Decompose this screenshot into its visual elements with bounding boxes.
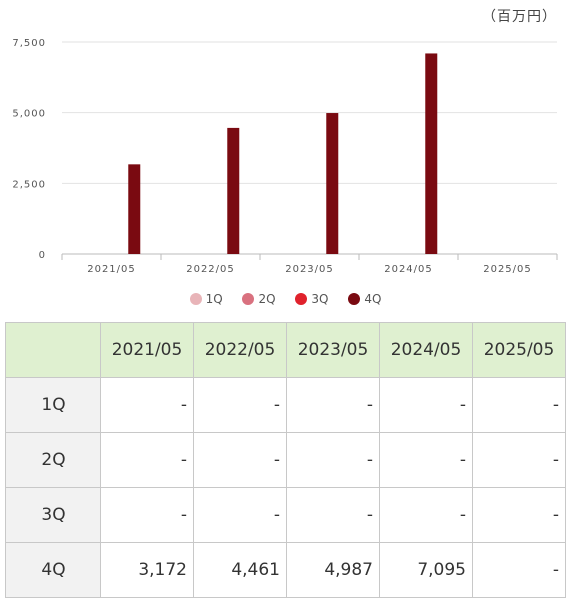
legend-item-3q[interactable]: 3Q: [295, 292, 329, 306]
table-header-2023: 2023/05: [286, 322, 380, 378]
table-row-label: 3Q: [5, 487, 101, 543]
legend-marker-3q: [295, 293, 308, 305]
x-tick-label: 2022/05: [186, 264, 235, 275]
table-cell: -: [193, 432, 287, 488]
table-cell: -: [286, 487, 380, 543]
x-tick-label: 2023/05: [285, 264, 334, 275]
table-row: 1Q - - - - -: [5, 377, 566, 433]
legend-marker-1q: [189, 293, 202, 305]
legend-marker-4q: [348, 293, 361, 305]
bar: [128, 164, 141, 254]
y-tick-label: 2,500: [12, 179, 46, 190]
x-tick-label: 2021/05: [87, 264, 136, 275]
x-tick-label: 2025/05: [483, 264, 532, 275]
table-cell: -: [286, 377, 380, 433]
table-cell: -: [100, 487, 194, 543]
table-cell: -: [100, 432, 194, 488]
legend-item-1q[interactable]: 1Q: [189, 292, 223, 306]
table-cell: -: [472, 432, 566, 488]
table-cell: 7,095: [379, 542, 473, 598]
table-row: 4Q 3,172 4,461 4,987 7,095 -: [5, 542, 566, 598]
table-cell: -: [193, 487, 287, 543]
table-cell: -: [379, 377, 473, 433]
chart-area: （百万円） 0 2,500 5,000 7,500 2021/05 2022/05 2023…: [0, 9, 571, 306]
bar: [425, 53, 438, 255]
table-header-2025: 2025/05: [472, 322, 566, 378]
table-cell: -: [472, 542, 566, 598]
table-cell: 4,461: [193, 542, 287, 598]
table-cell: 3,172: [100, 542, 194, 598]
legend-label-4q: 4Q: [364, 292, 382, 306]
table-row-label: 1Q: [5, 377, 101, 433]
table-row: 2Q - - - - -: [5, 432, 566, 488]
table-row: 3Q - - - - -: [5, 487, 566, 543]
table-cell: 4,987: [286, 542, 380, 598]
table-header-row: 2021/05 2022/05 2023/05 2024/05 2025/05: [5, 322, 566, 378]
legend-marker-2q: [242, 293, 255, 305]
table-cell: -: [286, 432, 380, 488]
legend-label-2q: 2Q: [258, 292, 276, 306]
table-header-2024: 2024/05: [379, 322, 473, 378]
legend-item-4q[interactable]: 4Q: [348, 292, 381, 306]
table-header-2022: 2022/05: [193, 322, 287, 378]
table-row-label: 2Q: [5, 432, 101, 488]
table-cell: -: [193, 377, 287, 433]
y-tick-label: 7,500: [12, 38, 46, 49]
table-cell: -: [100, 377, 194, 433]
table-header-2021: 2021/05: [100, 322, 194, 378]
table-cell: -: [472, 487, 566, 543]
bar: [227, 127, 240, 254]
y-tick-label: 5,000: [12, 109, 46, 120]
chart-legend: 1Q 2Q 3Q 4Q: [0, 292, 571, 306]
table-cell: -: [472, 377, 566, 433]
bar-chart: 0 2,500 5,000 7,500 2021/05 2022/05 2023/05 202…: [12, 38, 558, 275]
x-tick-label: 2024/05: [384, 264, 433, 275]
bar: [326, 113, 339, 254]
legend-label-3q: 3Q: [311, 292, 329, 306]
table-row-label: 4Q: [5, 542, 101, 598]
table-cell: -: [379, 487, 473, 543]
unit-label: （百万円）: [482, 9, 557, 25]
table-cell: -: [379, 432, 473, 488]
table-corner-cell: [5, 322, 101, 378]
y-tick-label: 0: [39, 250, 46, 261]
legend-item-2q[interactable]: 2Q: [242, 292, 276, 306]
legend-label-1q: 1Q: [205, 292, 223, 306]
data-table: 2021/05 2022/05 2023/05 2024/05 2025/05 …: [5, 322, 566, 598]
